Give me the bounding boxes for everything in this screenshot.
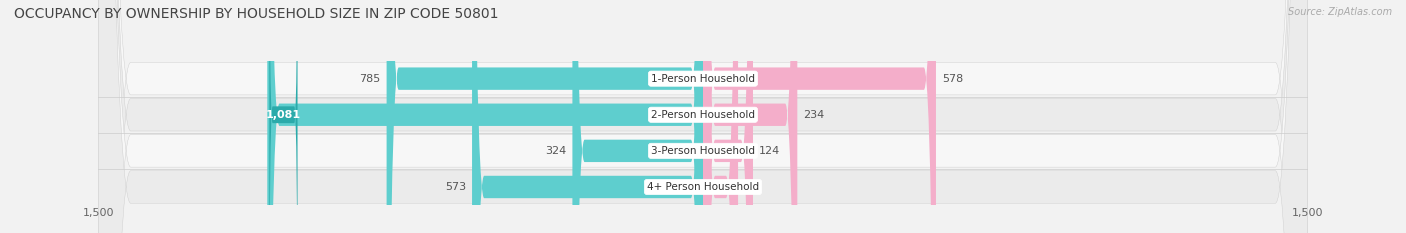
Text: 324: 324	[546, 146, 567, 156]
FancyBboxPatch shape	[703, 0, 754, 233]
FancyBboxPatch shape	[472, 0, 703, 233]
FancyBboxPatch shape	[572, 0, 703, 233]
FancyBboxPatch shape	[98, 0, 1308, 233]
FancyBboxPatch shape	[98, 0, 1308, 233]
Text: 87: 87	[744, 182, 758, 192]
Text: Source: ZipAtlas.com: Source: ZipAtlas.com	[1288, 7, 1392, 17]
FancyBboxPatch shape	[703, 0, 936, 233]
Text: 1-Person Household: 1-Person Household	[651, 74, 755, 84]
Text: 234: 234	[803, 110, 824, 120]
Text: 573: 573	[444, 182, 465, 192]
Text: 3-Person Household: 3-Person Household	[651, 146, 755, 156]
Text: 1,081: 1,081	[266, 110, 301, 120]
Text: 4+ Person Household: 4+ Person Household	[647, 182, 759, 192]
Text: 785: 785	[360, 74, 381, 84]
FancyBboxPatch shape	[703, 0, 797, 233]
Text: 2-Person Household: 2-Person Household	[651, 110, 755, 120]
FancyBboxPatch shape	[267, 0, 703, 233]
FancyBboxPatch shape	[387, 0, 703, 233]
Text: OCCUPANCY BY OWNERSHIP BY HOUSEHOLD SIZE IN ZIP CODE 50801: OCCUPANCY BY OWNERSHIP BY HOUSEHOLD SIZE…	[14, 7, 499, 21]
FancyBboxPatch shape	[98, 0, 1308, 233]
Text: 578: 578	[942, 74, 963, 84]
FancyBboxPatch shape	[98, 0, 1308, 233]
Text: 124: 124	[759, 146, 780, 156]
FancyBboxPatch shape	[703, 0, 738, 233]
FancyBboxPatch shape	[270, 0, 298, 233]
